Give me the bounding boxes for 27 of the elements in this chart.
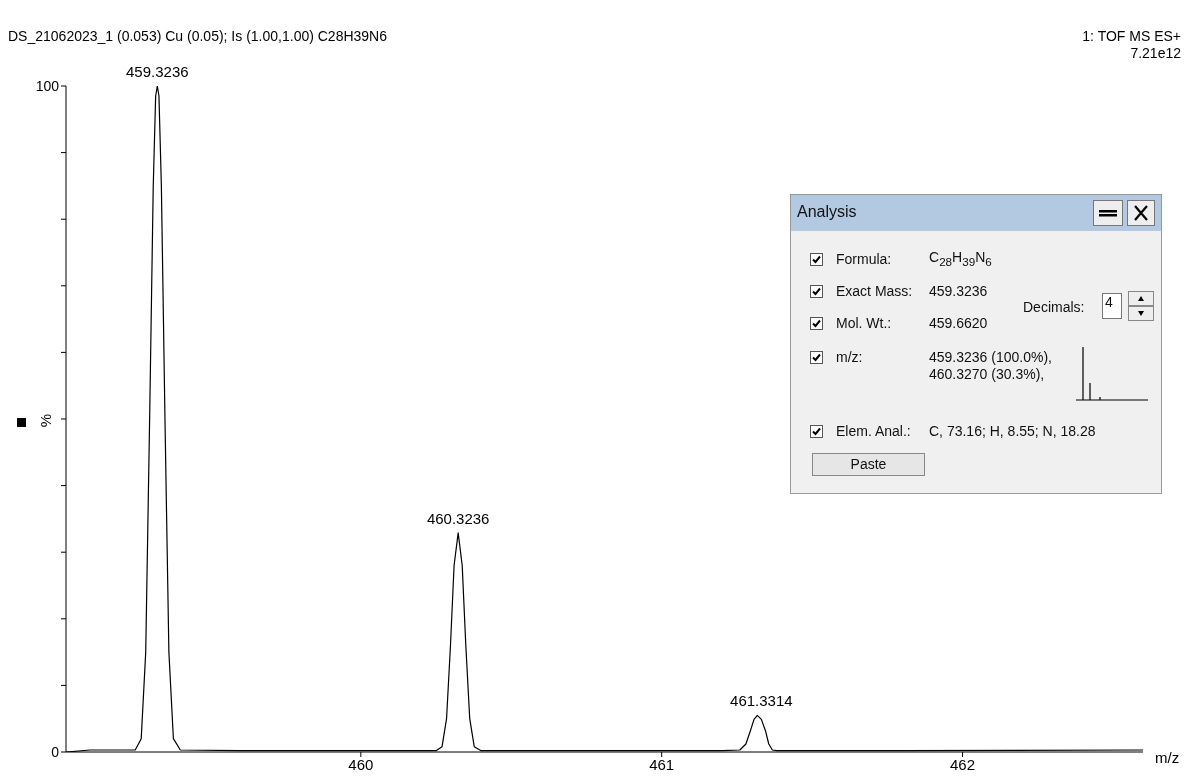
y-tick-label: 100 <box>35 77 60 94</box>
annotation: 461.3314 <box>730 692 793 710</box>
text: 7.21e12 <box>1130 45 1181 61</box>
annotation: Analysis <box>797 203 857 221</box>
annotation: Formula: <box>836 251 892 267</box>
annotation: C, 73.16; H, 8.55; N, 18.28 <box>929 423 1096 439</box>
annotation: m/z: <box>836 349 863 365</box>
annotation: Exact Mass: <box>836 283 913 299</box>
y-axis-title: % <box>36 412 54 430</box>
button: Paste <box>812 453 925 476</box>
annotation: 459.3236 <box>929 283 988 299</box>
annotation: Mol. Wt.: <box>836 315 892 331</box>
annotation: 459.3236 <box>126 63 189 80</box>
annotation: Decimals: <box>1023 299 1085 315</box>
x-tick-label: 462 <box>949 755 976 773</box>
x-tick-label: 460 <box>348 755 374 773</box>
x-tick-label: 461 <box>649 755 675 773</box>
annotation: C$_{28}$H$_{39}$N$_{6}$ <box>929 249 992 268</box>
text: 1: TOF MS ES+ <box>1082 28 1181 44</box>
annotation: 459.6620 <box>929 315 988 331</box>
chart-subtitle: DS_21062023_1 (0.053) Cu (0.05); Is (1.00,1.00) C28H39N6 <box>8 28 388 44</box>
annotation: 459.3236 (100.0%), 460.3270 (30.3%), <box>929 349 1053 383</box>
x-axis-title: m/z <box>1155 749 1180 767</box>
annotation: Elem. Anal.: <box>836 423 911 439</box>
annotation: 460.3236 <box>426 509 490 527</box>
y-tick-label: 0 <box>51 743 60 760</box>
annotation: 4 <box>1102 293 1122 319</box>
